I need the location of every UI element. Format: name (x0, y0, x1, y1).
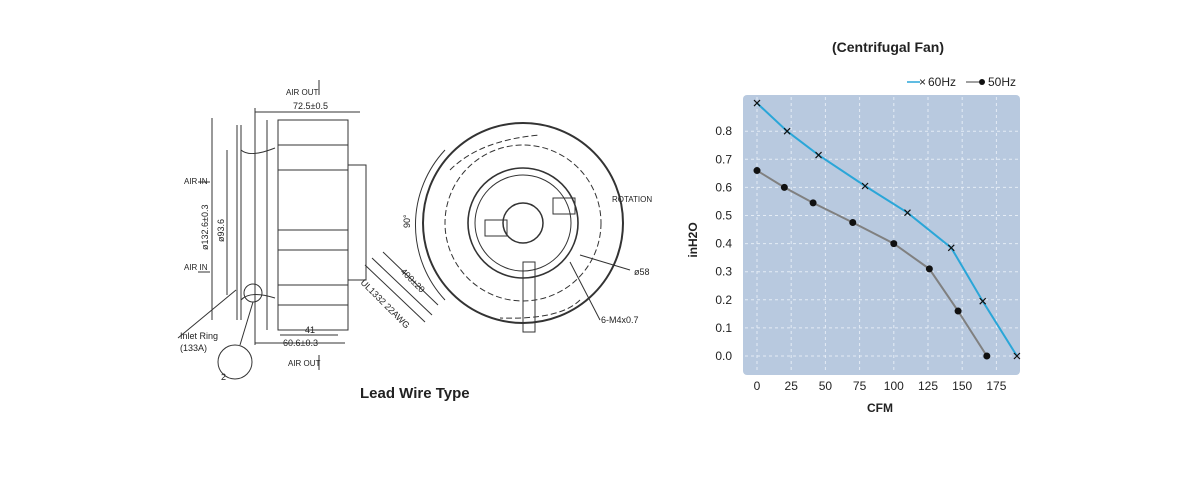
y-tick-label: 0.4 (715, 237, 732, 251)
chart-title: (Centrifugal Fan) (832, 39, 944, 55)
data-point-50hz (983, 352, 991, 360)
data-point-60hz (861, 182, 869, 190)
x-tick-label: 175 (986, 379, 1006, 393)
label-detail-2: 2 (221, 372, 226, 382)
legend-label-60hz: 60Hz (928, 75, 956, 89)
front-view (415, 122, 631, 333)
data-point-50hz (954, 307, 962, 315)
legend-label-50hz: 50Hz (988, 75, 1016, 89)
series-line-50hz (756, 169, 988, 357)
y-tick-label: 0.0 (715, 349, 732, 363)
side-view (177, 80, 439, 380)
label-depth-41: 41 (305, 325, 315, 335)
label-screws: 6-M4x0.7 (601, 315, 639, 325)
legend: × 60Hz 50Hz (907, 75, 1016, 89)
label-air-out-bottom: AIR OUT (288, 359, 321, 368)
label-outer-diameter: ø132.6±0.3 (200, 205, 210, 250)
data-point-50hz (809, 199, 817, 207)
label-hub-diameter: ø58 (634, 267, 650, 277)
data-point-50hz (849, 219, 857, 227)
x-tick-label: 150 (952, 379, 972, 393)
grid (745, 97, 1018, 373)
label-rotation: ROTATION (612, 195, 652, 204)
y-tick-label: 0.1 (715, 321, 732, 335)
data-point-50hz (753, 167, 761, 175)
label-air-in-1: AIR IN (184, 177, 208, 186)
x-tick-label: 100 (884, 379, 904, 393)
y-tick-label: 0.5 (715, 209, 732, 223)
data-point-60hz (783, 127, 791, 135)
x-tick-labels: 0 25 50 75 100 125 150 175 (754, 379, 1007, 393)
data-point-50hz (925, 265, 933, 273)
label-inner-diameter: ø93.6 (216, 219, 226, 242)
x-tick-label: 50 (819, 379, 833, 393)
label-air-in-2: AIR IN (184, 263, 208, 272)
series-line-60hz (756, 102, 1018, 357)
series-group (753, 99, 1021, 360)
label-inlet-ring: Inlet Ring (180, 331, 218, 341)
fan-technical-drawing: AIR OUT AIR OUT AIR IN AIR IN 72.5±0.5 ø… (177, 80, 652, 402)
data-point-60hz (979, 297, 987, 305)
data-point-50hz (780, 183, 788, 191)
drawing-caption: Lead Wire Type (360, 385, 470, 402)
y-tick-labels: 0.0 0.1 0.2 0.3 0.4 0.5 0.6 0.7 0.8 (715, 124, 732, 363)
x-tick-label: 125 (918, 379, 938, 393)
y-axis-label: inH2O (686, 222, 700, 257)
label-air-out-top: AIR OUT (286, 88, 319, 97)
label-inlet-ring-code: (133A) (180, 343, 207, 353)
y-tick-label: 0.7 (715, 152, 732, 166)
x-tick-label: 0 (754, 379, 761, 393)
data-point-50hz (890, 240, 898, 248)
label-angle: 90° (402, 214, 412, 228)
x-tick-label: 25 (785, 379, 799, 393)
data-point-60hz (753, 99, 761, 107)
plot-area (743, 95, 1020, 375)
legend-marker-50hz (979, 79, 985, 85)
legend-marker-60hz: × (919, 75, 926, 89)
y-tick-label: 0.3 (715, 265, 732, 279)
x-axis-label: CFM (867, 401, 893, 415)
x-tick-label: 75 (853, 379, 867, 393)
y-tick-label: 0.8 (715, 124, 732, 138)
data-point-60hz (1013, 352, 1021, 360)
label-depth-total: 60.6±0.3 (283, 338, 318, 348)
y-tick-label: 0.6 (715, 180, 732, 194)
label-width: 72.5±0.5 (293, 101, 328, 111)
data-point-60hz (904, 209, 911, 217)
data-point-60hz (947, 244, 955, 252)
data-point-60hz (815, 151, 822, 159)
y-tick-label: 0.2 (715, 293, 732, 307)
